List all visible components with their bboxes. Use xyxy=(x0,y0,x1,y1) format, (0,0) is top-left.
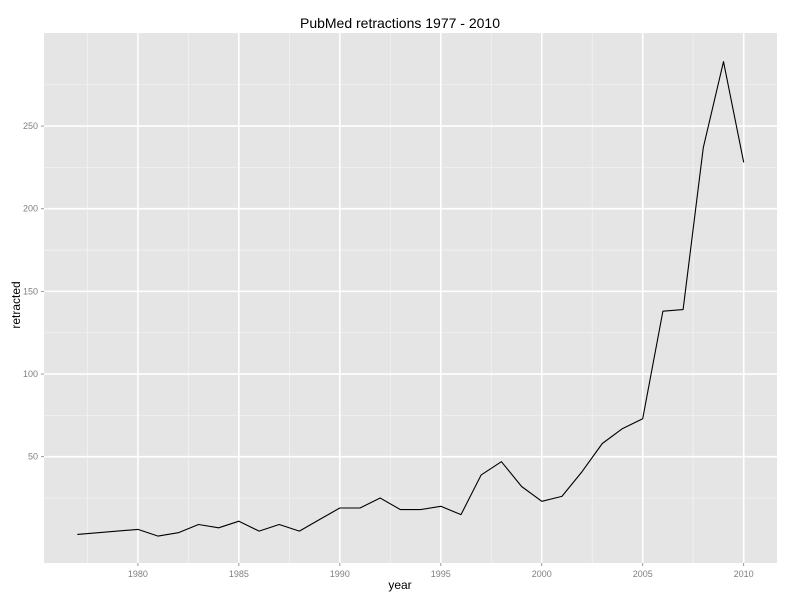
x-tick-label: 2010 xyxy=(734,569,754,579)
x-tick-label: 2005 xyxy=(633,569,653,579)
data-point xyxy=(277,523,281,527)
data-point xyxy=(75,532,79,536)
data-point xyxy=(560,494,564,498)
y-tick-label: 50 xyxy=(28,452,38,462)
data-point xyxy=(499,460,503,464)
x-axis-ticks: 1980 1985 1990 1995 2000 2005 2010 xyxy=(128,563,754,579)
x-axis-label: year xyxy=(388,578,411,592)
data-point xyxy=(318,518,322,522)
data-point xyxy=(540,499,544,503)
minor-gridlines xyxy=(44,33,777,563)
data-point xyxy=(176,531,180,535)
chart-title: PubMed retractions 1977 - 2010 xyxy=(300,15,500,31)
data-point xyxy=(398,508,402,512)
major-gridlines xyxy=(44,33,777,563)
data-point xyxy=(459,513,463,517)
x-tick-label: 2000 xyxy=(532,569,552,579)
data-point xyxy=(257,529,261,533)
y-axis-label: retracted xyxy=(9,281,23,328)
y-tick-label: 250 xyxy=(23,121,38,131)
data-point xyxy=(419,508,423,512)
data-point xyxy=(661,309,665,313)
y-tick-label: 200 xyxy=(23,204,38,214)
data-point xyxy=(378,496,382,500)
data-point xyxy=(156,534,160,538)
y-tick-label: 150 xyxy=(23,286,38,296)
series-layer xyxy=(75,60,746,538)
data-point xyxy=(681,308,685,312)
data-point xyxy=(621,427,625,431)
data-point xyxy=(479,473,483,477)
data-point xyxy=(116,529,120,533)
series-line xyxy=(77,61,745,537)
plot-panel xyxy=(44,33,777,563)
data-point xyxy=(742,160,746,164)
data-point xyxy=(722,60,726,64)
x-tick-label: 1995 xyxy=(431,569,451,579)
y-tick-label: 100 xyxy=(23,369,38,379)
data-point xyxy=(358,506,362,510)
x-tick-label: 1985 xyxy=(229,569,249,579)
x-tick-label: 1980 xyxy=(128,569,148,579)
data-point xyxy=(217,526,221,530)
data-point xyxy=(701,146,705,150)
data-point xyxy=(237,519,241,523)
x-tick-label: 1990 xyxy=(330,569,350,579)
y-axis-ticks: 50 100 150 200 250 xyxy=(23,121,44,462)
data-point xyxy=(197,523,201,527)
data-point xyxy=(520,485,524,489)
data-point xyxy=(641,417,645,421)
data-point xyxy=(580,470,584,474)
data-point xyxy=(297,529,301,533)
data-point xyxy=(439,504,443,508)
data-point xyxy=(600,442,604,446)
data-point xyxy=(338,506,342,510)
data-point xyxy=(136,527,140,531)
